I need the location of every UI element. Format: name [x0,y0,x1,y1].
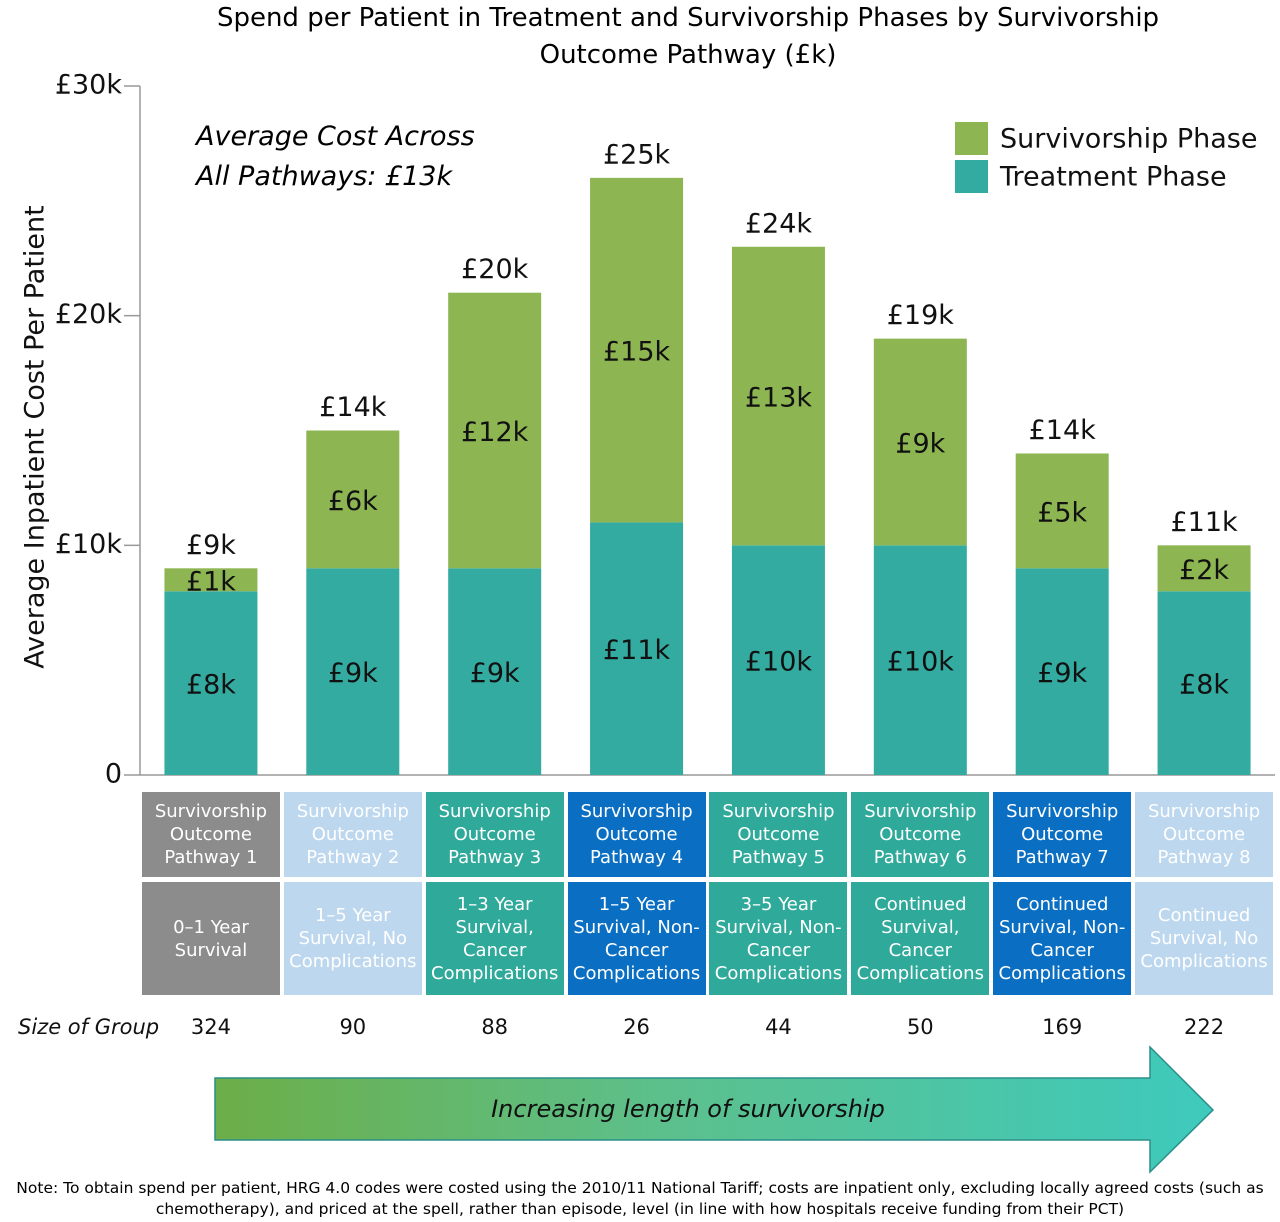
category-cell: Survivorship Outcome Pathway 5 [709,792,848,877]
total-label: £11k [1170,507,1238,538]
arrow [214,1045,1215,1174]
data-label: £9k [470,658,520,689]
description-cell: 3–5 Year Survival, Non-Cancer Complicati… [709,882,848,995]
data-label: £8k [1179,670,1229,701]
bar-segment [164,568,258,592]
description-cell: 1–5 Year Survival, Non-Cancer Complicati… [567,882,706,995]
total-label: £20k [461,254,529,285]
bar-segment [873,545,967,775]
category-cell: Survivorship Outcome Pathway 4 [567,792,706,877]
legend-swatch [955,122,988,155]
annotation: Average Cost Across All Pathways: £13k [196,121,475,192]
legend-label: Treatment Phase [999,162,1227,193]
data-label: £13k [745,383,813,414]
bar-segment [731,545,825,775]
bar-segment [731,246,825,546]
bar-segment [1015,568,1109,775]
group-size: 222 [1184,1015,1224,1039]
bar-segment [590,522,684,775]
category-cell: Survivorship Outcome Pathway 3 [425,792,564,877]
data-label: £12k [461,417,529,448]
data-label: £10k [887,647,955,678]
description-cell: Continued Survival, Cancer Complications [851,882,990,995]
data-label: £5k [1037,497,1087,528]
group-size: 44 [765,1015,792,1039]
data-label: £9k [328,658,378,689]
data-label: £10k [745,647,813,678]
legend-swatch [955,160,988,193]
y-tick-label: £30k [55,70,123,101]
data-label: £11k [603,635,671,666]
y-tick-label: £20k [55,299,123,330]
total-label: £14k [319,392,387,423]
data-label: £6k [328,486,378,517]
description-cell: Continued Survival, No Complications [1135,882,1274,995]
data-label: £9k [1037,658,1087,689]
group-size: 88 [481,1015,508,1039]
arrow-label: Increasing length of survivorship [491,1095,885,1123]
data-label: £9k [895,428,945,459]
total-label: £25k [603,139,671,170]
bar-segment [306,430,400,569]
group-size: 169 [1042,1015,1082,1039]
category-cell: Survivorship Outcome Pathway 6 [851,792,990,877]
bar-segment [448,568,542,775]
group-size: 90 [339,1015,366,1039]
group-size-label: Size of Group [18,1015,159,1039]
data-label: £2k [1179,555,1229,586]
chart-title: Spend per Patient in Treatment and Survi… [216,3,1160,70]
bar-segment [448,292,542,569]
bar-segment [306,568,400,775]
description-cell: Continued Survival, Non-Cancer Complicat… [993,882,1132,995]
total-label: £19k [887,300,955,331]
category-cell: Survivorship Outcome Pathway 8 [1135,792,1274,877]
data-label: £15k [603,337,671,368]
category-cell: Survivorship Outcome Pathway 2 [283,792,422,877]
description-cell: 1–5 Year Survival, No Complications [283,882,422,995]
bar-segment [590,177,684,523]
bar-segment [1015,453,1109,569]
y-tick-label: 0 [105,759,122,790]
group-size: 50 [907,1015,934,1039]
group-size: 26 [623,1015,650,1039]
category-cell: Survivorship Outcome Pathway 7 [993,792,1132,877]
y-axis-label: Average Inpatient Cost Per Patient [20,205,51,668]
category-cell: Survivorship Outcome Pathway 1 [141,792,280,877]
y-tick-label: £10k [55,529,123,560]
data-label: £8k [186,670,236,701]
legend-label: Survivorship Phase [1000,124,1257,155]
description-cell: 1–3 Year Survival, Cancer Complications [425,882,564,995]
total-label: £24k [745,208,813,239]
total-label: £14k [1029,415,1097,446]
description-cell: 0–1 Year Survival [141,882,280,995]
data-label: £1k [186,566,236,597]
bar-segment [873,338,967,546]
bar-segment [1157,591,1251,775]
note: Note: To obtain spend per patient, HRG 4… [16,1179,1264,1218]
total-label: £9k [186,530,236,561]
group-size: 324 [191,1015,231,1039]
bar-segment [1157,545,1251,592]
bar-segment [164,591,258,775]
